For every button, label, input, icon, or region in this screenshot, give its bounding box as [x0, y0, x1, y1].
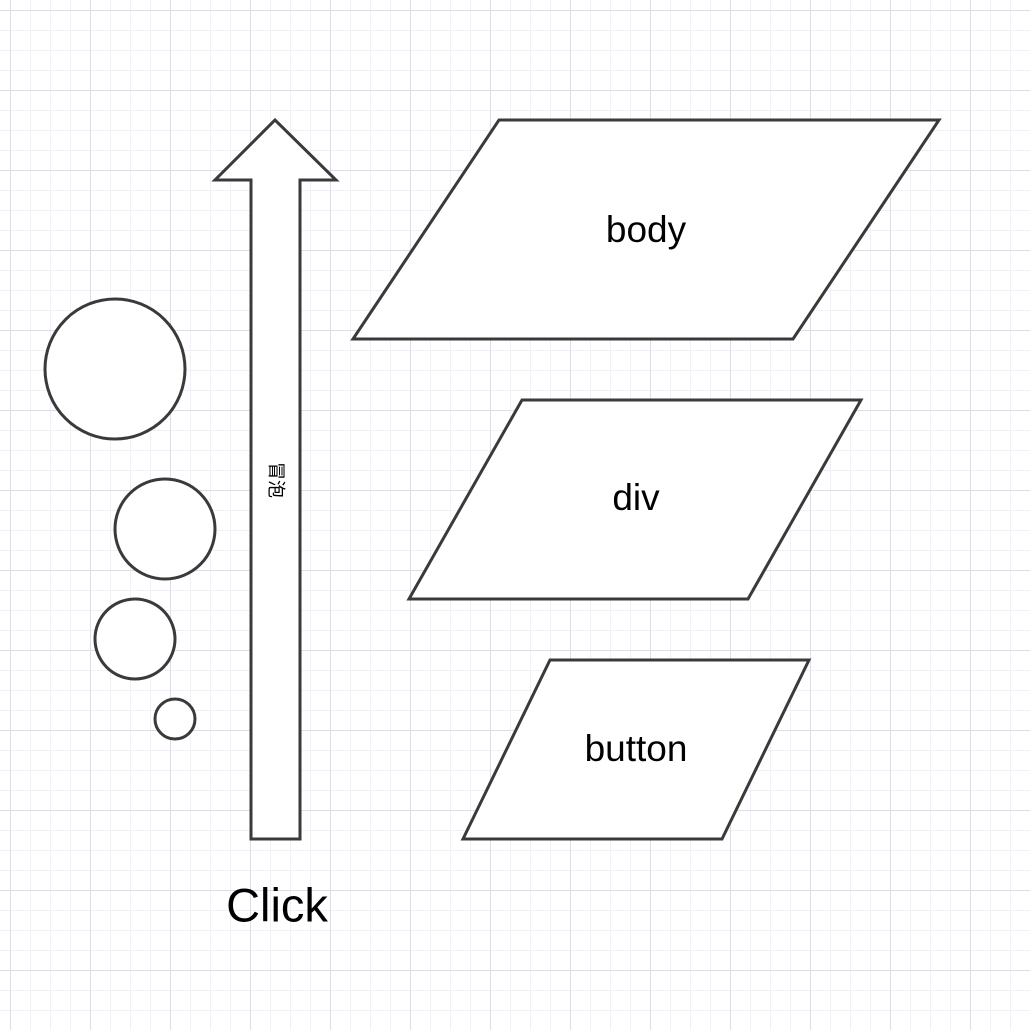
layer-body: body — [350, 118, 942, 341]
layer-button-shape — [460, 658, 812, 841]
bubble-medium — [113, 477, 217, 581]
layer-button: button — [460, 658, 812, 841]
layer-div-shape — [406, 398, 864, 601]
layer-div: div — [406, 398, 864, 601]
layer-div-label: div — [612, 477, 660, 518]
bubble-small — [93, 597, 177, 681]
bubbles-group — [43, 297, 217, 741]
bubble-large — [43, 297, 187, 441]
bubbling-arrow: 冒泡 — [211, 117, 340, 841]
layer-body-label: body — [606, 209, 687, 250]
layer-body-shape — [350, 118, 942, 341]
arrow-label: 冒泡 — [265, 462, 286, 498]
click-label: Click — [226, 878, 328, 931]
up-arrow-shape — [211, 117, 340, 841]
layer-button-label: button — [585, 728, 688, 769]
bubble-tiny — [153, 697, 197, 741]
